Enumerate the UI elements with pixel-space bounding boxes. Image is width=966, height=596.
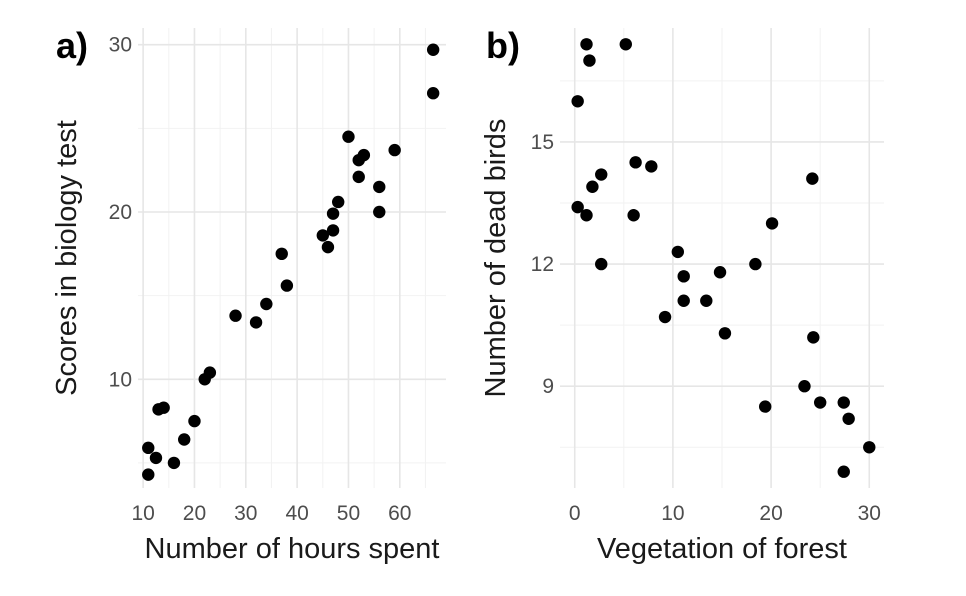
panel-b-point-21	[765, 217, 779, 230]
panel-a-point-5	[167, 456, 181, 470]
panel-b-point-10	[627, 209, 640, 222]
panel-a-x-tick-label-50: 50	[337, 502, 360, 525]
panel-a-x-tick-label-30: 30	[234, 502, 257, 525]
panel-a-y-tick-label-20: 20	[109, 201, 132, 224]
panel-b-point-25	[813, 396, 827, 409]
panel-b-y-ticks: 9 12 15	[531, 131, 554, 398]
panel-a-x-axis-title: Number of hours spent	[145, 533, 440, 565]
panel-b-tag: b)	[486, 25, 520, 66]
panel-b-point-26	[837, 396, 850, 409]
panel-b-point-12	[658, 310, 672, 324]
panel-a-gridlines	[138, 28, 446, 488]
panel-b-point-0	[571, 95, 584, 108]
panel-a-x-ticks: 10 20 30 40 50 60	[131, 502, 411, 525]
panel-b-y-tick-label-15: 15	[531, 131, 554, 154]
panel-a-point-4	[157, 401, 170, 414]
panel-b-point-15	[677, 270, 690, 283]
panel-b-x-tick-label-30: 30	[858, 502, 881, 525]
panel-a-point-26	[388, 143, 401, 157]
panel-a-tag: a)	[56, 25, 88, 66]
panel-b-point-28	[837, 465, 850, 478]
panel-b-point-14	[677, 294, 690, 307]
panel-b-y-tick-label-12: 12	[531, 253, 554, 276]
panel-b-point-6	[595, 168, 608, 181]
panel-b-point-22	[798, 380, 811, 393]
panel-b-point-11	[645, 160, 658, 173]
panel-b-y-tick-label-9: 9	[542, 375, 554, 398]
panel-a-point-11	[249, 316, 263, 329]
panel-a-point-17	[326, 224, 340, 237]
panel-a-y-tick-label-30: 30	[109, 34, 132, 57]
panel-b-scatter: 0 10 20 30 9 12 15 Vegetation of forest Numbe…	[480, 25, 884, 565]
panel-b-x-ticks: 0 10 20 30	[569, 502, 881, 525]
panel-a-point-20	[342, 130, 355, 143]
panel-a-point-28	[426, 87, 440, 100]
panel-b-gridlines	[560, 28, 884, 488]
panel-a-point-19	[332, 195, 345, 209]
panel-a-points	[142, 43, 440, 481]
panel-b-point-29	[863, 441, 876, 454]
panel-a-point-23	[357, 148, 371, 162]
panel-b-point-27	[842, 412, 855, 425]
panel-b-points	[571, 38, 876, 478]
panel-a-point-12	[260, 297, 273, 311]
panel-b-point-19	[749, 257, 762, 271]
panel-b-point-8	[619, 38, 632, 51]
panel-a-y-axis-title: Scores in biology test	[51, 120, 83, 396]
panel-a-point-16	[321, 240, 335, 254]
panel-b-point-18	[718, 327, 732, 340]
panel-b-x-axis-title: Vegetation of forest	[597, 533, 847, 565]
panel-a-point-1	[142, 441, 155, 455]
panel-a-y-tick-label-10: 10	[109, 368, 132, 391]
panel-b-x-tick-label-0: 0	[569, 502, 581, 525]
panel-a-point-9	[203, 366, 217, 379]
panel-b-point-3	[583, 54, 596, 67]
panel-a-point-13	[275, 247, 288, 261]
panel-b-point-1	[571, 200, 584, 214]
panel-b-point-23	[806, 172, 819, 185]
panel-b-y-axis-title: Number of dead birds	[480, 119, 512, 398]
panel-b-point-24	[807, 331, 820, 344]
panel-a-point-27	[426, 43, 440, 56]
panel-a-point-10	[229, 309, 242, 322]
panel-a-point-21	[352, 170, 365, 184]
panel-a-x-tick-label-60: 60	[388, 502, 411, 525]
panel-a-x-tick-label-40: 40	[285, 502, 308, 525]
panel-b-point-9	[629, 156, 642, 169]
panel-b-point-16	[700, 294, 713, 307]
panel-b-point-5	[586, 180, 599, 193]
panel-a-x-tick-label-10: 10	[131, 502, 154, 525]
panel-b-point-17	[713, 266, 727, 279]
panel-a-point-24	[373, 205, 386, 219]
panel-a-point-15	[316, 229, 329, 242]
panel-a-point-18	[326, 207, 340, 220]
panel-b-x-tick-label-20: 20	[759, 502, 782, 525]
panel-a-y-ticks: 10 20 30	[109, 34, 132, 392]
panel-a-point-25	[373, 180, 386, 194]
panel-a-point-7	[188, 414, 201, 428]
panel-b-point-2	[580, 38, 593, 51]
panel-a-point-2	[149, 451, 163, 465]
panel-b-point-13	[671, 245, 685, 259]
panel-b-point-20	[759, 400, 772, 413]
panel-b-point-4	[580, 209, 593, 222]
panel-a-point-14	[280, 279, 294, 292]
panel-a-scatter: 10 20 30 40 50 60 10 20 30 Number of hours spen…	[51, 25, 446, 565]
panel-a-x-tick-label-20: 20	[183, 502, 206, 525]
panel-b-x-tick-label-10: 10	[661, 502, 684, 525]
panel-b-point-7	[595, 257, 608, 271]
panel-a-point-0	[142, 468, 155, 481]
panel-a-point-6	[178, 433, 191, 446]
